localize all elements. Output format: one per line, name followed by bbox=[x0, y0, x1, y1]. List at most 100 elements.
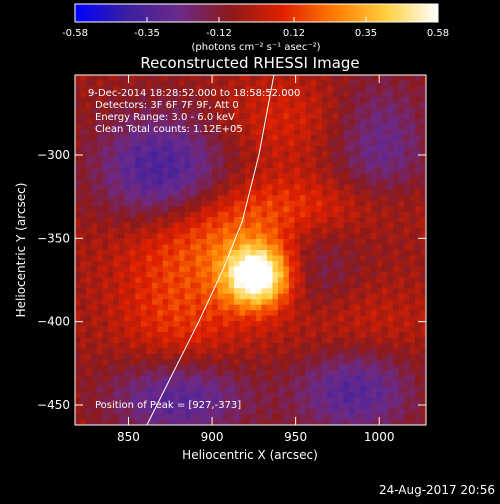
heatmap-cell bbox=[245, 244, 252, 251]
heatmap-cell bbox=[223, 414, 230, 421]
heatmap-cell bbox=[102, 96, 109, 103]
heatmap-cell bbox=[91, 326, 98, 333]
heatmap-cell bbox=[179, 91, 186, 98]
heatmap-cell bbox=[261, 80, 268, 87]
heatmap-cell bbox=[288, 80, 295, 87]
heatmap-cell bbox=[321, 129, 328, 136]
heatmap-cell bbox=[338, 85, 345, 93]
heatmap-cell bbox=[393, 375, 400, 382]
heatmap-cell bbox=[201, 195, 208, 202]
heatmap-cell bbox=[338, 167, 345, 175]
heatmap-cell bbox=[206, 151, 213, 158]
heatmap-cell bbox=[294, 348, 301, 355]
heatmap-cell bbox=[365, 244, 372, 251]
heatmap-cell bbox=[288, 260, 295, 268]
heatmap-cell bbox=[140, 321, 147, 328]
heatmap-cell bbox=[118, 414, 125, 421]
heatmap-cell bbox=[376, 408, 383, 415]
heatmap-cell bbox=[245, 80, 252, 87]
heatmap-cell bbox=[420, 189, 426, 196]
heatmap-cell bbox=[266, 250, 274, 257]
heatmap-cell bbox=[327, 299, 334, 306]
heatmap-cell bbox=[387, 217, 394, 224]
heatmap-cell bbox=[184, 211, 191, 218]
heatmap-cell bbox=[288, 178, 295, 185]
heatmap-cell bbox=[288, 392, 295, 399]
heatmap-cell bbox=[179, 233, 186, 240]
heatmap-cell bbox=[75, 146, 82, 153]
heatmap-cell bbox=[140, 282, 147, 289]
heatmap-cell bbox=[310, 408, 317, 415]
heatmap-cell bbox=[75, 157, 82, 164]
heatmap-cell bbox=[266, 206, 274, 213]
heatmap-cell bbox=[75, 277, 82, 284]
heatmap-cell bbox=[146, 315, 153, 322]
heatmap-cell bbox=[146, 277, 153, 284]
heatmap-cell bbox=[250, 348, 257, 355]
heatmap-cell bbox=[107, 277, 114, 284]
heatmap-cell bbox=[393, 255, 400, 262]
heatmap-cell bbox=[316, 80, 323, 87]
heatmap-cell bbox=[404, 321, 411, 328]
heatmap-cell bbox=[146, 250, 153, 257]
heatmap-cell bbox=[321, 408, 328, 415]
heatmap-cell bbox=[376, 266, 383, 273]
heatmap-cell bbox=[420, 408, 426, 415]
heatmap-cell bbox=[255, 260, 263, 268]
heatmap-cell bbox=[332, 392, 339, 399]
heatmap-cell bbox=[332, 381, 339, 388]
heatmap-cell bbox=[283, 321, 290, 328]
heatmap-cell bbox=[217, 140, 224, 147]
heatmap-cell bbox=[382, 260, 389, 268]
heatmap-cell bbox=[75, 129, 82, 136]
heatmap-cell bbox=[190, 173, 197, 180]
heatmap-cell bbox=[151, 315, 158, 322]
heatmap-cell bbox=[212, 315, 219, 322]
heatmap-cell bbox=[354, 260, 361, 268]
heatmap-cell bbox=[343, 293, 350, 300]
heatmap-cell bbox=[217, 419, 224, 425]
heatmap-cell bbox=[277, 107, 285, 114]
heatmap-cell bbox=[283, 293, 290, 300]
heatmap-cell bbox=[124, 113, 131, 120]
heatmap-cell bbox=[245, 85, 252, 93]
heatmap-cell bbox=[382, 217, 389, 224]
heatmap-cell bbox=[283, 403, 290, 410]
heatmap-cell bbox=[168, 288, 175, 295]
heatmap-cell bbox=[124, 250, 131, 257]
heatmap-cell bbox=[217, 332, 224, 339]
heatmap-cell bbox=[107, 113, 114, 120]
heatmap-cell bbox=[96, 293, 104, 300]
heatmap-cell bbox=[135, 113, 142, 120]
heatmap-cell bbox=[162, 195, 169, 202]
heatmap-cell bbox=[272, 255, 279, 262]
heatmap-cell bbox=[354, 206, 361, 213]
heatmap-cell bbox=[168, 337, 175, 344]
heatmap-cell bbox=[113, 75, 120, 82]
heatmap-cell bbox=[376, 184, 383, 191]
heatmap-cell bbox=[184, 370, 191, 377]
heatmap-cell bbox=[107, 129, 114, 136]
heatmap-cell bbox=[299, 332, 306, 339]
heatmap-cell bbox=[299, 375, 306, 382]
heatmap-cell bbox=[272, 397, 279, 404]
heatmap-cell bbox=[124, 173, 131, 180]
heatmap-cell bbox=[162, 326, 169, 333]
heatmap-cell bbox=[91, 370, 98, 377]
heatmap-cell bbox=[332, 135, 339, 142]
heatmap-cell bbox=[327, 157, 334, 164]
heatmap-cell bbox=[398, 151, 405, 158]
heatmap-cell bbox=[332, 332, 339, 339]
heatmap-cell bbox=[135, 392, 142, 399]
heatmap-cell bbox=[255, 255, 263, 262]
heatmap-cell bbox=[261, 129, 268, 136]
heatmap-cell bbox=[245, 375, 252, 382]
heatmap-cell bbox=[387, 233, 394, 240]
heatmap-cell bbox=[321, 91, 328, 98]
heatmap-cell bbox=[354, 239, 361, 246]
heatmap-cell bbox=[305, 266, 312, 273]
heatmap-cell bbox=[157, 91, 164, 98]
heatmap-cell bbox=[195, 80, 202, 87]
heatmap-cell bbox=[173, 113, 180, 120]
heatmap-cell bbox=[255, 244, 263, 251]
